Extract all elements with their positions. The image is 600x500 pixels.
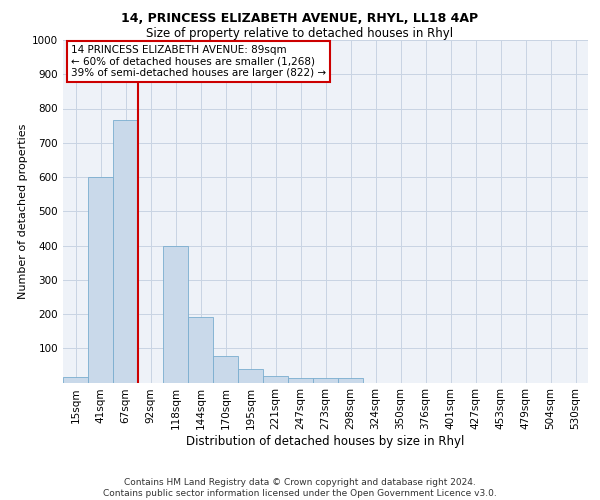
Bar <box>213 356 238 382</box>
Bar <box>338 378 363 382</box>
Text: Contains HM Land Registry data © Crown copyright and database right 2024.
Contai: Contains HM Land Registry data © Crown c… <box>103 478 497 498</box>
Text: 14 PRINCESS ELIZABETH AVENUE: 89sqm
← 60% of detached houses are smaller (1,268): 14 PRINCESS ELIZABETH AVENUE: 89sqm ← 60… <box>71 45 326 78</box>
Bar <box>188 318 213 382</box>
Text: Size of property relative to detached houses in Rhyl: Size of property relative to detached ho… <box>146 28 454 40</box>
Bar <box>238 370 263 382</box>
Text: 14, PRINCESS ELIZABETH AVENUE, RHYL, LL18 4AP: 14, PRINCESS ELIZABETH AVENUE, RHYL, LL1… <box>121 12 479 26</box>
X-axis label: Distribution of detached houses by size in Rhyl: Distribution of detached houses by size … <box>187 435 464 448</box>
Y-axis label: Number of detached properties: Number of detached properties <box>18 124 28 299</box>
Bar <box>313 378 338 382</box>
Bar <box>288 378 313 382</box>
Bar <box>113 120 138 382</box>
Bar <box>163 246 188 382</box>
Bar <box>88 177 113 382</box>
Bar <box>63 378 88 382</box>
Bar <box>263 376 288 382</box>
